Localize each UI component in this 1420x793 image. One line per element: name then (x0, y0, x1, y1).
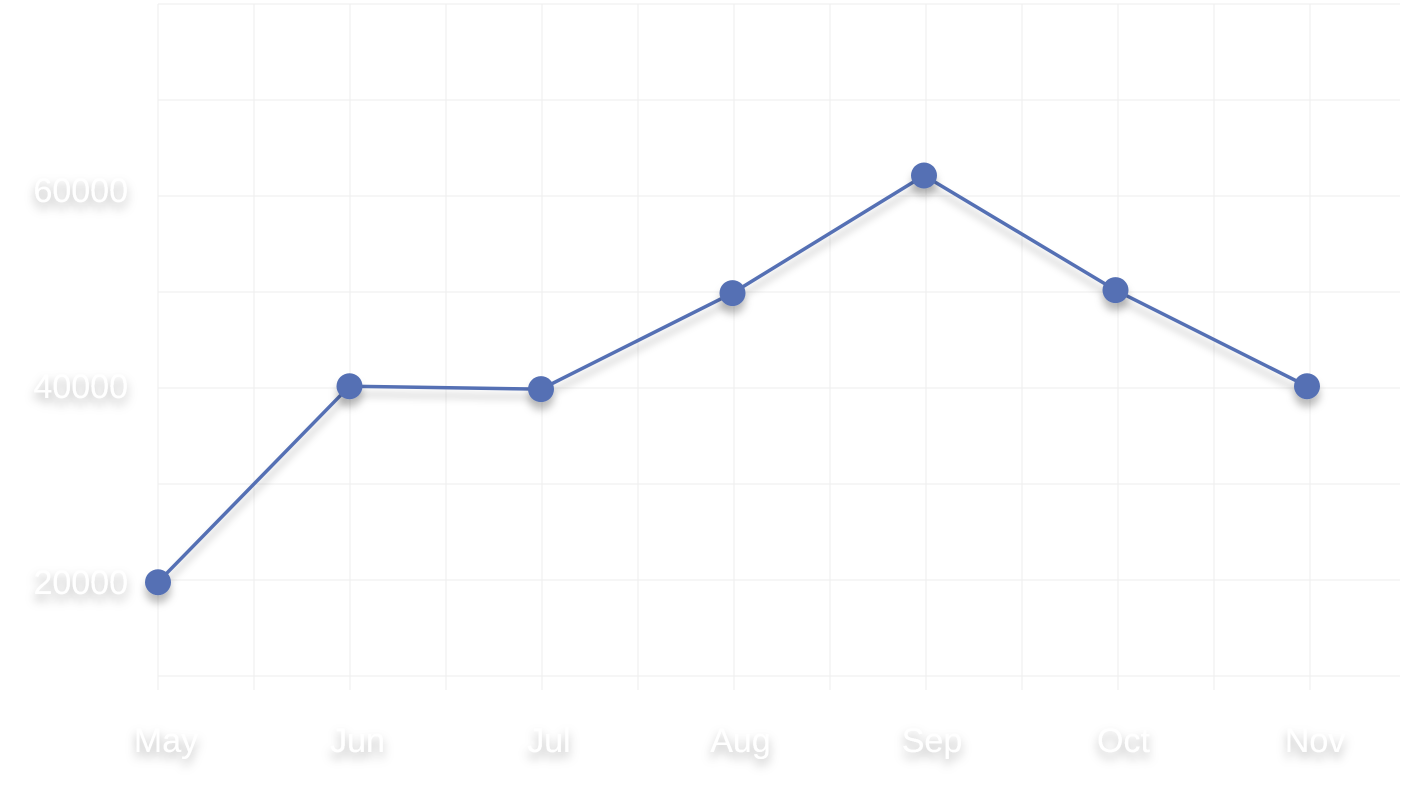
data-point (1102, 277, 1129, 304)
x-tick-label: Jul (527, 722, 570, 760)
series (145, 162, 1320, 596)
data-point (336, 373, 363, 400)
x-tick-label: Nov (1285, 722, 1345, 760)
y-tick-label: 40000 (33, 368, 128, 406)
y-tick-label: 20000 (33, 564, 128, 602)
data-point (528, 376, 554, 403)
x-axis: May Jun Jul Aug Sep Oct Nov (134, 722, 1345, 760)
data-point (1294, 373, 1320, 400)
x-tick-label: Jun (330, 722, 385, 760)
grid (155, 1, 1400, 690)
data-point (719, 280, 746, 307)
y-axis: 20000 40000 60000 (33, 172, 128, 602)
x-tick-label: Sep (902, 722, 963, 760)
x-tick-label: May (134, 722, 198, 760)
data-point (145, 569, 171, 596)
y-tick-label: 60000 (33, 172, 128, 210)
data-point (911, 162, 937, 189)
x-tick-label: Oct (1097, 722, 1150, 760)
x-tick-label: Aug (710, 722, 771, 760)
